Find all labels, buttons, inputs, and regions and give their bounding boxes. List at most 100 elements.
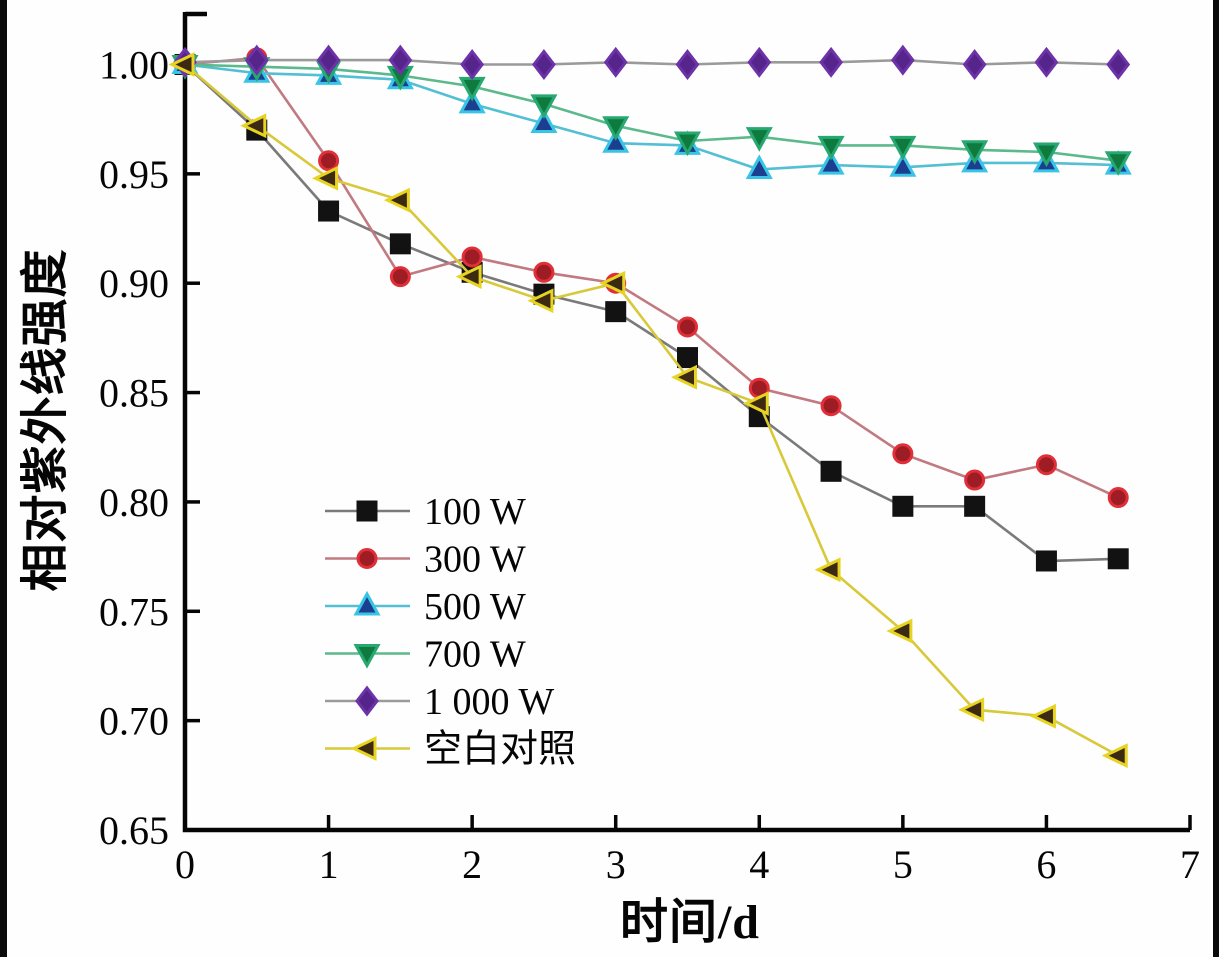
marker-diamond (890, 44, 915, 76)
y-tick-label: 0.90 (99, 261, 169, 306)
marker-diamond (244, 44, 269, 76)
marker-triangle-down (961, 140, 989, 165)
marker-triangle-up (530, 108, 558, 134)
legend-item-label: 700 W (424, 634, 526, 676)
marker-triangle-left (383, 187, 410, 213)
marker-triangle-up (458, 88, 486, 114)
legend-item-label: 1 000 W (424, 681, 554, 723)
marker-triangle-up (353, 590, 381, 616)
y-axis-label: 相对紫外线强度 (19, 248, 72, 592)
marker-triangle-down (817, 135, 845, 161)
legend-item-label: 100 W (424, 491, 526, 533)
legend-item-500-W: 500 W (325, 586, 526, 628)
series-line (184, 58, 1119, 66)
series-300-W (174, 47, 1129, 509)
marker-triangle-left (671, 364, 697, 390)
marker-square (605, 301, 627, 323)
marker-triangle-left (350, 736, 377, 761)
y-tick-label: 0.65 (99, 808, 169, 853)
marker-triangle-up (602, 128, 630, 153)
marker-triangle-left (886, 618, 913, 644)
marker-triangle-left (527, 288, 554, 314)
marker-triangle-left (814, 557, 841, 583)
marker-triangle-up (817, 149, 845, 175)
marker-diamond (316, 44, 341, 76)
marker-circle (461, 246, 483, 268)
y-tick-label: 0.70 (99, 699, 169, 744)
scan-border-left (0, 0, 7, 957)
series-line (184, 63, 1119, 757)
y-tick-label: 0.80 (99, 480, 169, 525)
marker-square (964, 495, 986, 517)
marker-triangle-left (958, 697, 985, 723)
marker-circle (820, 395, 842, 417)
marker-circle (677, 316, 698, 338)
legend-item-700-W: 700 W (325, 634, 526, 676)
y-tick-label: 1.00 (99, 42, 169, 87)
series-500-W (171, 49, 1132, 179)
marker-square (356, 500, 378, 522)
marker-triangle-down (1032, 142, 1060, 168)
marker-diamond (460, 49, 485, 80)
x-tick-label: 6 (1036, 842, 1056, 887)
marker-circle (1107, 487, 1129, 509)
marker-diamond (819, 46, 843, 78)
marker-triangle-down (602, 116, 630, 141)
series-空白对照 (168, 52, 1128, 769)
marker-circle (964, 469, 986, 491)
series-1-000-W (173, 44, 1131, 80)
marker-triangle-left (168, 52, 195, 77)
marker-triangle-left (455, 264, 482, 290)
marker-triangle-left (742, 391, 769, 416)
marker-diamond (355, 685, 379, 717)
marker-diamond (675, 49, 700, 80)
x-tick-label: 4 (749, 842, 769, 887)
marker-circle (389, 266, 411, 288)
marker-triangle-down (1104, 151, 1132, 176)
series-line (184, 63, 1119, 171)
marker-circle (318, 150, 340, 172)
marker-triangle-up (745, 154, 773, 179)
marker-square (318, 200, 340, 222)
marker-triangle-left (1101, 743, 1128, 769)
marker-triangle-left (312, 165, 339, 191)
marker-square (1035, 550, 1057, 572)
marker-diamond (603, 46, 628, 78)
marker-square (892, 495, 914, 517)
marker-triangle-down (889, 135, 917, 161)
y-tick-label: 0.95 (99, 152, 169, 197)
legend: 100 W 300 W 500 W 700 W 1 000 W 空白对照 (325, 491, 576, 771)
marker-square (820, 460, 842, 482)
legend-item-空白对照: 空白对照 (325, 729, 576, 771)
marker-diamond (1034, 46, 1059, 78)
marker-diamond (1106, 49, 1131, 80)
marker-circle (533, 261, 555, 283)
marker-triangle-up (889, 152, 917, 177)
y-tick-label: 0.75 (99, 589, 169, 634)
marker-diamond (388, 44, 413, 76)
legend-item-label: 300 W (424, 539, 526, 581)
marker-square (389, 233, 411, 255)
marker-triangle-down (530, 94, 558, 119)
legend-item-300-W: 300 W (325, 539, 526, 581)
marker-diamond (962, 49, 987, 80)
marker-triangle-left (240, 113, 267, 139)
marker-circle (1035, 454, 1057, 476)
x-axis-label: 时间/d (619, 896, 761, 949)
marker-circle (892, 443, 914, 465)
marker-triangle-left (599, 270, 626, 296)
scan-border-right (1213, 0, 1219, 957)
x-tick-label: 0 (175, 842, 195, 887)
series-700-W (171, 54, 1132, 176)
y-tick-label: 0.85 (99, 371, 169, 416)
x-tick-label: 3 (606, 842, 626, 887)
legend-item-100-W: 100 W (325, 491, 526, 533)
x-tick-label: 7 (1180, 842, 1200, 887)
x-tick-label: 5 (893, 842, 913, 887)
marker-square (1107, 548, 1129, 570)
x-tick-label: 1 (319, 842, 339, 887)
marker-diamond (532, 49, 556, 80)
marker-triangle-down (745, 127, 773, 152)
